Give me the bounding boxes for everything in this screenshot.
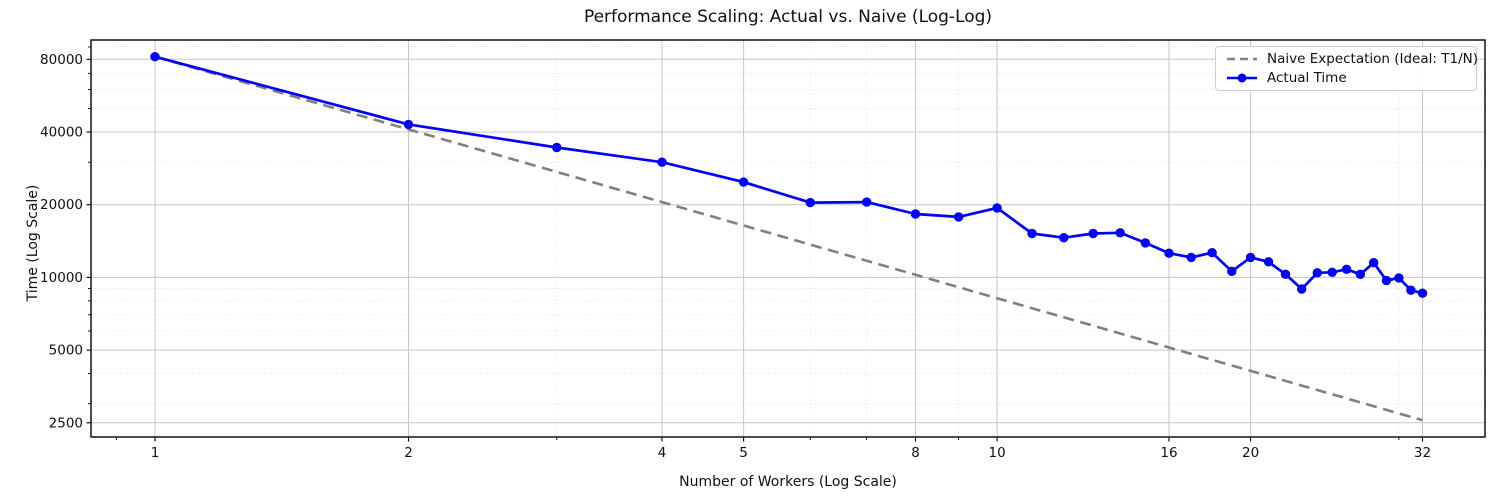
actual-line-sample-icon <box>1227 73 1257 83</box>
actual-data-point <box>1245 252 1256 263</box>
y-tick-label: 40000 <box>40 125 83 141</box>
x-tick-label: 20 <box>1242 445 1259 461</box>
y-tick-label: 20000 <box>40 197 83 213</box>
actual-data-point <box>992 203 1002 213</box>
actual-data-point <box>910 209 921 219</box>
axes-border <box>90 39 1486 438</box>
naive-line-sample-icon <box>1227 57 1257 61</box>
actual-data-point <box>1059 233 1069 243</box>
actual-data-point <box>738 177 749 187</box>
actual-data-point <box>1263 257 1274 267</box>
actual-data-point <box>1369 258 1379 268</box>
x-tick-label: 1 <box>151 445 160 461</box>
actual-data-point <box>1394 273 1404 283</box>
x-tick-label: 5 <box>739 445 748 461</box>
actual-data-point <box>1207 248 1217 258</box>
actual-data-point <box>1164 248 1174 258</box>
y-tick-label: 2500 <box>49 415 83 431</box>
x-axis-label: Number of Workers (Log Scale) <box>679 474 897 490</box>
x-tick-label: 10 <box>989 445 1006 461</box>
chart-title: Performance Scaling: Actual vs. Naive (L… <box>583 7 993 27</box>
x-tick-label: 2 <box>404 445 413 461</box>
y-axis-label: Time (Log Scale) <box>25 184 41 302</box>
x-tick-label: 16 <box>1160 445 1177 461</box>
naive-line <box>154 55 1423 422</box>
legend-label-naive: Naive Expectation (Ideal: T1/N) <box>1267 51 1478 67</box>
legend: Naive Expectation (Ideal: T1/N) Actual T… <box>1215 46 1478 91</box>
actual-data-point <box>805 197 815 208</box>
actual-data-point <box>1280 269 1291 279</box>
actual-data-point <box>1355 269 1366 279</box>
actual-data-point <box>1297 284 1307 294</box>
x-tick-label: 32 <box>1414 445 1431 461</box>
actual-data-point <box>657 157 667 167</box>
actual-data-point <box>1312 268 1323 278</box>
actual-data-point <box>403 119 414 130</box>
actual-data-point <box>1115 228 1125 238</box>
actual-data-point <box>1227 266 1237 276</box>
legend-item-actual: Actual Time <box>1225 69 1467 87</box>
actual-data-point <box>1140 238 1151 248</box>
actual-data-point <box>1327 267 1337 277</box>
actual-data-point <box>1341 264 1352 274</box>
actual-data-point <box>1381 275 1392 286</box>
x-tick-label: 4 <box>658 445 667 461</box>
actual-data-point <box>150 52 160 62</box>
actual-data-point <box>862 197 872 207</box>
actual-data-point <box>1186 252 1196 263</box>
x-tick-label: 8 <box>911 445 920 461</box>
actual-data-point <box>1417 288 1428 298</box>
legend-label-actual: Actual Time <box>1267 70 1347 86</box>
legend-item-naive: Naive Expectation (Ideal: T1/N) <box>1225 50 1478 68</box>
actual-data-point <box>1406 285 1416 295</box>
actual-data-point <box>1027 228 1037 239</box>
actual-data-point <box>953 212 964 222</box>
y-tick-label: 10000 <box>40 270 83 286</box>
y-tick-label: 5000 <box>49 343 83 359</box>
actual-line <box>153 55 1424 295</box>
y-tick-label: 80000 <box>40 52 83 68</box>
actual-data-point <box>1088 228 1098 239</box>
actual-data-point <box>552 142 562 153</box>
